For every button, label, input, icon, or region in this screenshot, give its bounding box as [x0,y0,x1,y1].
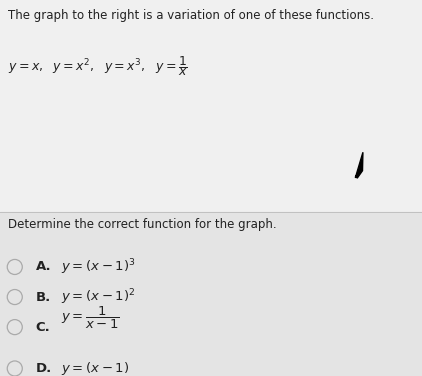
Text: C.: C. [36,321,51,334]
Text: A.: A. [36,261,51,273]
Text: $y=\dfrac{1}{x-1}$: $y=\dfrac{1}{x-1}$ [61,305,120,331]
Text: $y=(x-1)$: $y=(x-1)$ [61,360,129,376]
Text: $y=x,\ \ y=x^2,\ \ y=x^3,\ \ y=\dfrac{1}{x}$: $y=x,\ \ y=x^2,\ \ y=x^3,\ \ y=\dfrac{1}… [8,55,188,79]
Text: $y=(x-1)^2$: $y=(x-1)^2$ [61,287,135,307]
Bar [0,212,422,376]
Text: Determine the correct function for the graph.: Determine the correct function for the g… [8,218,277,231]
Text: The graph to the right is a variation of one of these functions.: The graph to the right is a variation of… [8,9,374,23]
Text: $y=(x-1)^3$: $y=(x-1)^3$ [61,257,136,277]
Polygon shape [355,152,363,178]
Text: B.: B. [36,291,51,303]
Text: D.: D. [36,362,52,375]
